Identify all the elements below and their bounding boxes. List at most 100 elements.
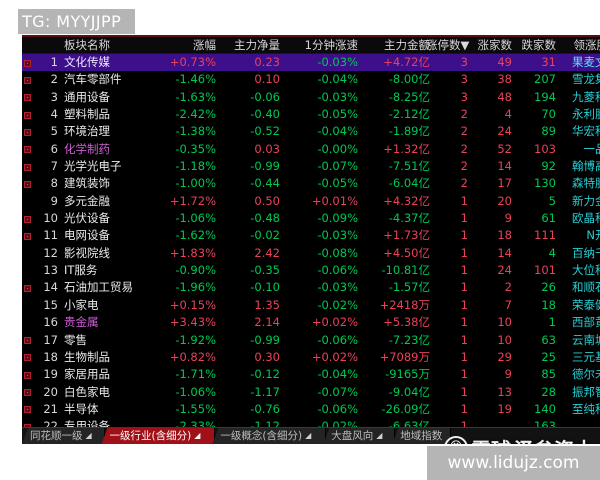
sector-name[interactable]: 光学光电子 [64,159,122,174]
sector-name[interactable]: 多元金融 [64,193,110,208]
leading-stock[interactable]: 德尔未来 [572,367,600,382]
row-flag-icon[interactable] [24,337,31,344]
row-flag-icon[interactable] [24,163,31,171]
table-row[interactable]: 15 小家电 +0.15% 1.35 -0.02% +2418万 1 7 18 荣泰健康 [22,297,600,314]
tab-dropdown-icon[interactable]: ◢ [376,431,383,440]
column-header-decliners[interactable]: 跌家数 [521,38,557,52]
sector-name[interactable]: 通用设备 [64,89,110,104]
leading-stock[interactable]: 至纯科技 [572,401,600,416]
column-header-sector-name[interactable]: 板块名称 [64,38,110,52]
table-row[interactable]: 20 白色家电 -1.06% -1.17 -0.07% -9.04亿 1 13 28 振邦智能 [22,384,600,401]
table-row[interactable]: 9 多元金融 +1.72% 0.50 +0.01% +4.32亿 1 20 5 新力金融 [22,193,600,210]
table-row[interactable]: 1 文化传媒 +0.73% 0.23 -0.03% +4.72亿 3 49 31 果麦文化 [22,54,600,72]
table-row[interactable]: 16 贵金属 +3.43% 2.14 +0.02% +5.38亿 1 10 1 西部黄金 [22,314,600,331]
tab-4[interactable]: 地域指数 [392,428,452,444]
leading-stock[interactable]: 九菱科技 [572,89,600,104]
table-row[interactable]: 10 光伏设备 -1.06% -0.48 -0.09% -4.37亿 1 9 61 欧晶科技 [22,210,600,227]
row-flag-icon[interactable] [24,146,31,154]
table-row[interactable]: 17 零售 -1.92% -0.99 -0.06% -7.23亿 1 10 63 云南城投 [22,332,600,349]
row-flag-icon[interactable] [24,111,31,119]
sector-name[interactable]: 影视院线 [64,245,110,260]
sector-name[interactable]: 电网设备 [64,228,110,243]
sector-name[interactable]: 白色家电 [64,384,110,399]
table-row[interactable]: 7 光学光电子 -1.18% -0.99 -0.07% -7.51亿 2 14 92 翰博高新 [22,158,600,175]
row-flag-icon[interactable] [24,354,31,362]
sector-name[interactable]: IT服务 [64,263,98,278]
tab-3[interactable]: 大盘风向 ◢ [323,428,396,444]
row-flag-icon[interactable] [24,76,31,84]
leading-stock[interactable]: 振邦智能 [572,384,600,399]
column-header-net-volume[interactable]: 主力净量 [234,38,280,52]
tab-0[interactable]: 同花顺一级 ◢ [22,428,105,444]
table-row[interactable]: 8 建筑装饰 -1.00% -0.44 -0.05% -6.04亿 2 17 130 森特股份 [22,175,600,192]
row-flag-icon[interactable] [24,389,31,397]
table-row[interactable]: 2 汽车零部件 -1.46% 0.10 -0.04% -8.00亿 3 38 207 雪龙集团 [22,71,600,88]
advancers-count: 24 [497,124,512,139]
row-flag-icon[interactable] [24,232,31,240]
sector-name[interactable]: 贵金属 [64,315,99,330]
row-flag-icon[interactable] [24,371,31,379]
leading-stock[interactable]: 荣泰健康 [572,297,600,312]
sector-name[interactable]: 零售 [64,332,87,347]
leading-stock[interactable]: 欧晶科技 [572,211,600,226]
leading-stock[interactable]: 华宏科技 [572,124,600,139]
row-flag-icon[interactable] [24,215,31,223]
leading-stock[interactable]: 三元基因 [572,349,600,364]
leading-stock[interactable]: 永利股份 [572,107,600,122]
leading-stock[interactable]: 云南城投 [572,332,600,347]
sector-name[interactable]: 光伏设备 [64,211,110,226]
leading-stock[interactable]: 果麦文化 [572,55,600,69]
table-row[interactable]: 6 化学制药 -0.35% 0.03 -0.00% +1.32亿 2 52 103 一品红 [22,141,600,158]
sector-name[interactable]: 小家电 [64,297,99,312]
column-header-limit-up-count[interactable]: 涨停数▼ [426,37,469,53]
tab-2[interactable]: 一级概念(含细分) ◢ [212,428,327,444]
column-header-main-amount[interactable]: 主力金额 [384,38,430,52]
row-flag-icon[interactable] [24,59,31,67]
sector-name[interactable]: 塑料制品 [64,107,110,122]
row-flag-icon[interactable] [24,406,31,414]
column-header-one-min-speed[interactable]: 1分钟涨速 [304,38,358,52]
table-row[interactable]: 4 塑料制品 -2.42% -0.40 -0.05% -2.12亿 2 4 70 永利股份 [22,106,600,123]
leading-stock[interactable]: 百纳千成 [572,245,600,260]
table-row[interactable]: 13 IT服务 -0.90% -0.35 -0.06% -10.81亿 1 24 101 大位科技 [22,262,600,279]
row-flag-icon[interactable] [24,94,31,102]
leading-stock[interactable]: 翰博高新 [572,159,600,174]
table-row[interactable]: 5 环境治理 -1.38% -0.52 -0.04% -1.89亿 2 24 89 华宏科技 [22,123,600,140]
leading-stock[interactable]: 新力金融 [572,193,600,208]
sector-name[interactable]: 家居用品 [64,367,110,382]
table-row[interactable]: 18 生物制品 +0.82% 0.30 +0.02% +7089万 1 29 25 三元基因 [22,349,600,366]
sector-name[interactable]: 化学制药 [64,141,110,156]
tab-dropdown-icon[interactable]: ◢ [194,431,201,440]
table-row[interactable]: 11 电网设备 -1.62% -0.02 -0.03% +1.73亿 1 18 111 N开发 [22,227,600,244]
leading-stock[interactable]: 雪龙集团 [572,72,600,87]
leading-stock[interactable]: N开发 [586,228,600,243]
sector-name[interactable]: 建筑装饰 [64,176,110,191]
sector-name[interactable]: 汽车零部件 [64,72,122,87]
leading-stock[interactable]: 森特股份 [572,176,600,191]
table-row[interactable]: 12 影视院线 +1.83% 2.42 -0.08% +4.50亿 1 14 4 百纳千成 [22,245,600,262]
column-header-leading-stock[interactable]: 领涨股 [573,38,600,52]
tab-1[interactable]: 一级行业(含细分) ◢ [101,428,216,444]
leading-stock[interactable]: 一品红 [583,141,600,156]
column-header-change[interactable]: 涨幅 [193,38,216,52]
row-flag-icon[interactable] [24,180,31,188]
leading-stock[interactable]: 西部黄金 [572,315,600,330]
sector-name[interactable]: 环境治理 [64,124,110,139]
row-flag-icon[interactable] [24,128,31,136]
sector-name[interactable]: 半导体 [64,401,99,416]
one-min-speed: -0.03% [317,280,358,295]
column-header-advancers[interactable]: 涨家数 [477,38,513,52]
sector-name[interactable]: 文化传媒 [64,55,110,69]
sector-name[interactable]: 生物制品 [64,349,110,364]
leading-stock[interactable]: 和顺石油 [572,280,600,295]
table-row[interactable]: 14 石油加工贸易 -1.96% -0.10 -0.03% -1.57亿 1 2 26 和顺石油 [22,279,600,296]
leading-stock[interactable]: 大位科技 [572,263,600,278]
tab-dropdown-icon[interactable]: ◢ [305,431,312,440]
tab-dropdown-icon[interactable]: ◢ [85,431,92,440]
table-row[interactable]: 21 半导体 -1.55% -0.76 -0.06% -26.09亿 1 19 140 至纯科技 [22,401,600,418]
sector-name[interactable]: 石油加工贸易 [64,280,133,295]
one-min-speed: -0.05% [317,107,358,122]
row-flag-icon[interactable] [24,284,31,292]
table-row[interactable]: 3 通用设备 -1.63% -0.06 -0.03% -8.25亿 3 48 194 九菱科技 [22,89,600,106]
